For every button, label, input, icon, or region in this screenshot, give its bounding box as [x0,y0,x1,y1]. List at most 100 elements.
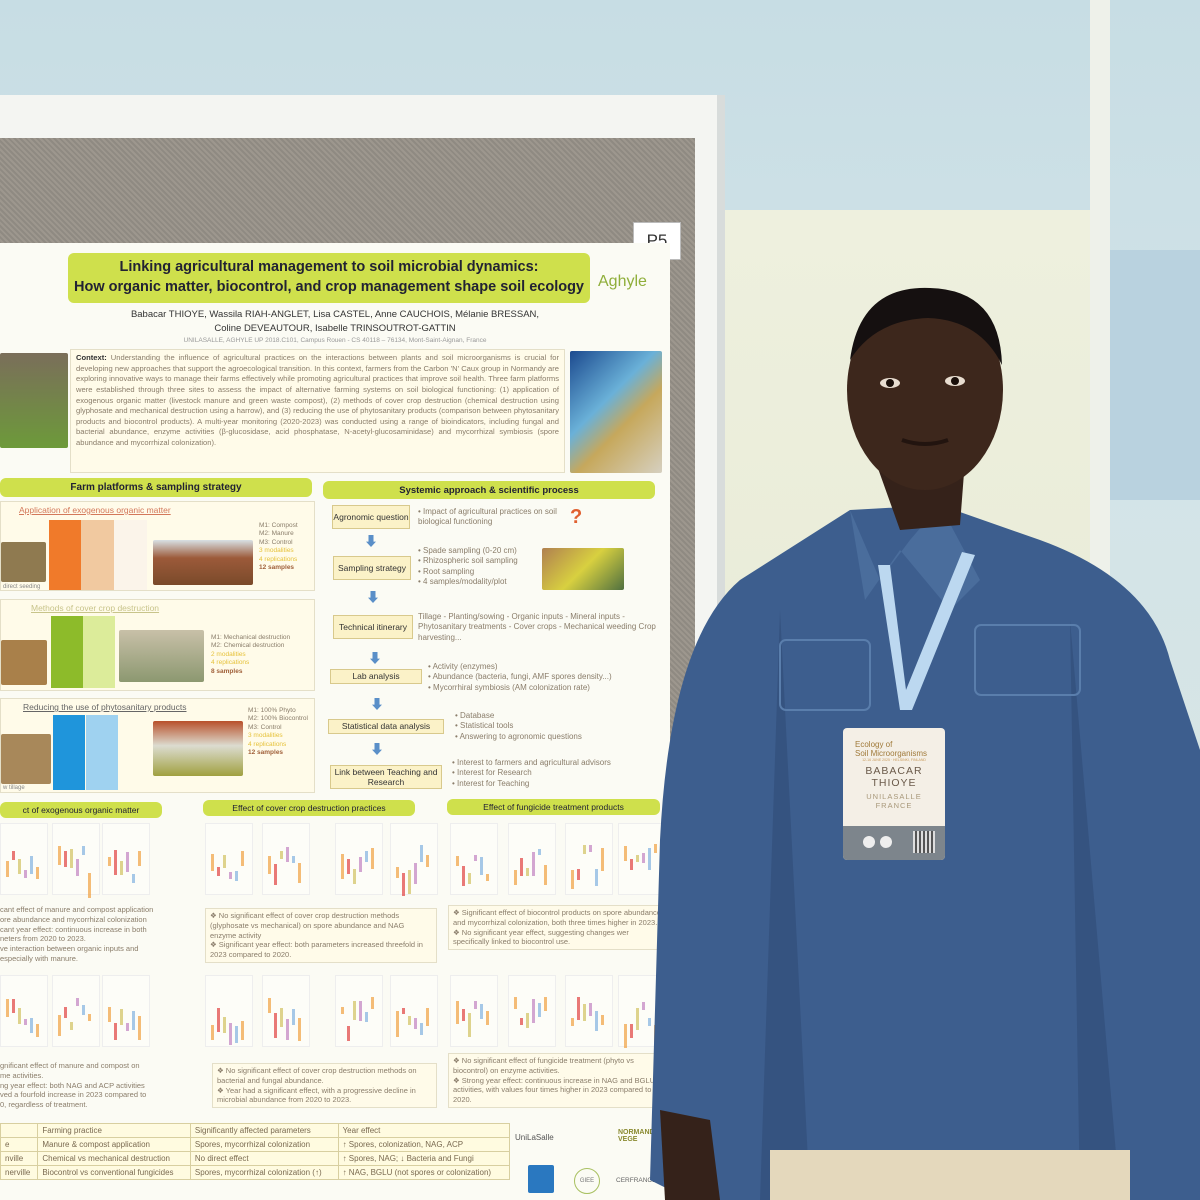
boxplot-mark [114,849,117,875]
boxplot-mark [532,851,535,876]
pocket-left [779,639,871,711]
name-badge: Ecology of Soil Microorganisms 12-16 JUN… [843,728,945,860]
giee-logo: GIEE [574,1168,600,1194]
item: • Root sampling [418,566,475,576]
boxplot-mark [298,863,301,884]
header-cell: Significantly affected parameters [189,1123,339,1138]
harrow-photo [119,630,204,682]
badge-event-date: 12-16 JUNE 2025 · HELSINKI, FINLAND [862,758,926,762]
step-items: • Interest to farmers and agricultural a… [452,758,611,789]
boxplot-mark [654,844,657,854]
table-row: e Manure & compost application Spores, myc… [0,1137,511,1152]
boxplot-mark [601,848,604,872]
result-text-fungicide-2: ❖ No significant effect of fungicide tre… [448,1053,666,1108]
boxplot-mark [286,846,289,862]
result-text-organic-2: gnificant effect of manure and compost o… [0,1061,195,1110]
boxplot-mark [577,996,580,1020]
step-items: • Database • Statistical tools • Answering… [455,711,582,742]
plot-manure [81,520,114,590]
mouth [901,438,949,446]
chart-thumbnail [262,823,310,895]
modality-list: M1: Compost M2: Manure M3: Control 3 modali… [259,522,298,573]
cell: Biocontrol vs conventional fungicides [37,1165,191,1180]
result-line: ❖ No significant effect of cover crop de… [210,911,405,940]
result-line: cant effect of manure and compost applic… [0,905,154,914]
chart-thumbnail [102,975,150,1047]
boxplot-mark [298,1017,301,1042]
farm-section-cover-crop: Methods of cover crop destruction M1: Me… [0,599,315,691]
boxplot-mark [18,1008,21,1024]
boxplot-mark [268,856,271,875]
boxplot-mark [347,1025,350,1042]
modality-line: 3 modalities [259,547,294,555]
boxplot-mark [30,1018,33,1034]
boxplot-mark [365,851,368,863]
result-line: ❖ Significant year effect: both paramete… [210,940,423,959]
result-line: ❖ No significant effect of cover crop de… [217,1066,417,1085]
boxplot-mark [120,860,123,875]
boxplot-mark [601,1014,604,1026]
boxplot-mark [514,996,517,1010]
boxplot-mark [571,870,574,890]
cell: Manure & compost application [37,1137,191,1152]
step-items: • Impact of agricultural practices on so… [418,507,557,527]
boxplot-mark [18,859,21,875]
boxplot-mark [414,1018,417,1029]
farm-section-organic-matter: Application of exogenous organic matter … [0,501,315,591]
boxplot-mark [76,998,79,1006]
item: • Answering to agronomic questions [455,731,582,741]
modality-line: 3 modalities [248,732,283,740]
result-line: me activities. [0,1070,44,1080]
boxplot-mark [538,848,541,856]
boxplot-mark [241,1020,244,1040]
collar [850,505,980,610]
result-line: ng year effect: both NAG and ACP activit… [0,1080,145,1090]
boxplot-mark [630,1024,633,1039]
result-line: gnificant effect of manure and compost o… [0,1061,140,1070]
boxplot-mark [583,845,586,855]
boxplot-mark [420,844,423,862]
table-row: nerville Biocontrol vs conventional fungi… [0,1165,511,1180]
section-title: Methods of cover crop destruction [31,603,160,613]
result-line: ❖ No significant year effect, suggesting… [453,927,629,947]
boxplot-mark [630,858,633,871]
badge-event: Ecology of [855,740,893,749]
cell: nerville [0,1165,39,1180]
chart-thumbnail [52,823,100,898]
result-line: 0, regardless of treatment. [0,1100,88,1109]
badge-footer [843,826,945,860]
boxplot-mark [462,866,465,886]
boxplot-mark [426,1007,429,1026]
boxplot-mark [402,1007,405,1015]
result-line: ved a fourfold increase in 2023 compared… [0,1090,147,1100]
cell: Chemical vs mechanical destruction [37,1151,191,1166]
boxplot-mark [120,1008,123,1026]
boxplot-mark [359,1001,362,1021]
boxplot-mark [480,857,483,875]
boxplot-mark [474,1000,477,1009]
boxplot-mark [229,871,232,880]
systemic-header: Systemic approach & scientific process [323,481,655,499]
modality-line: M1: Compost [259,522,298,529]
effect-header-fungicide: Effect of fungicide treatment products [447,799,660,815]
cerfrance-logo: CERFRANCE [616,1177,657,1184]
down-arrow-icon [370,652,380,664]
chart-thumbnail [450,975,498,1047]
context-text: Understanding the influence of agricultu… [76,353,559,447]
cell: e [0,1137,39,1152]
boxplot-mark [347,858,350,874]
modality-line: M1: 100% Phyto [248,707,296,714]
badge-name-line: THIOYE [871,776,917,789]
step-sampling-strategy: Sampling strategy [333,556,411,580]
photo-caption: direct seeding [3,584,41,590]
down-arrow-icon [372,743,382,755]
badge-name-line: BABACAR [865,765,923,777]
boxplot-mark [414,863,417,885]
modality-line: M3: Control [259,538,293,546]
badge-org: UNILASALLE FRANCE [843,792,945,811]
item: • Interest for Research [452,768,532,778]
chart-thumbnail [0,975,48,1047]
cell: ↑ NAG, BGLU (not spores or colonization) [337,1165,511,1180]
tractor-photo [0,353,68,448]
boxplot-mark [108,1007,111,1023]
